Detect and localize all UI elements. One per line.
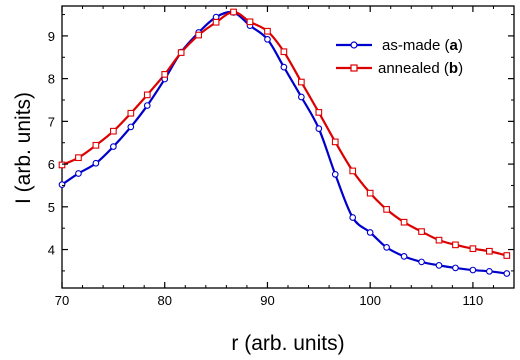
y-tick-label: 7	[48, 114, 55, 129]
data-point-annealed	[246, 18, 254, 26]
data-point-annealed	[315, 109, 323, 116]
data-point-as-made	[469, 266, 477, 274]
x-tick-label: 90	[260, 293, 274, 308]
data-point-annealed	[366, 189, 374, 197]
data-point-as-made	[58, 181, 66, 188]
data-point-as-made	[366, 229, 374, 236]
data-point-as-made	[452, 264, 459, 272]
legend-label-annealed: annealed (b)	[378, 60, 463, 77]
legend-marker-annealed	[350, 64, 358, 72]
data-point-annealed	[383, 206, 390, 213]
data-point-as-made	[298, 93, 305, 101]
data-point-annealed	[418, 228, 425, 235]
data-point-as-made	[383, 244, 390, 251]
data-point-annealed	[230, 8, 237, 16]
data-point-annealed	[298, 78, 305, 86]
y-tick-label: 5	[48, 200, 55, 215]
data-point-as-made	[485, 267, 493, 275]
data-point-annealed	[469, 245, 477, 253]
data-point-annealed	[280, 48, 288, 56]
data-point-as-made	[280, 63, 288, 71]
x-tick-label: 110	[463, 293, 484, 308]
y-axis-title: I (arb. units)	[12, 92, 35, 204]
data-point-as-made	[435, 262, 443, 269]
data-point-annealed	[177, 49, 185, 56]
legend: as-made (a) annealed (b)	[336, 37, 463, 77]
data-point-as-made	[418, 258, 425, 266]
data-point-as-made	[143, 102, 151, 109]
data-point-annealed	[75, 154, 82, 162]
data-point-annealed	[143, 91, 151, 99]
data-point-annealed	[485, 247, 493, 255]
data-point-as-made	[503, 270, 511, 277]
x-axis-title: r (arb. units)	[231, 332, 344, 355]
data-point-annealed	[264, 27, 271, 35]
data-point-as-made	[110, 143, 117, 150]
data-point-annealed	[195, 31, 202, 39]
series-layer	[58, 8, 511, 277]
legend-marker-as-made	[350, 41, 358, 49]
y-tick-label: 8	[48, 72, 55, 87]
data-point-annealed	[349, 167, 357, 175]
data-point-annealed	[435, 236, 443, 244]
data-point-annealed	[331, 138, 339, 146]
y-tick-label: 4	[48, 243, 55, 258]
data-point-annealed	[212, 18, 220, 26]
data-point-annealed	[161, 71, 169, 78]
data-point-annealed	[503, 252, 511, 259]
data-point-as-made	[400, 253, 408, 260]
y-tick-label: 6	[48, 157, 55, 172]
axis-layer: 70 80 90 100 110 4 5 6 7 8 9	[48, 6, 515, 308]
data-point-annealed	[400, 218, 408, 226]
data-point-annealed	[452, 241, 459, 249]
data-point-as-made	[127, 123, 135, 131]
data-point-as-made	[75, 170, 82, 177]
data-point-as-made	[331, 170, 339, 178]
data-point-annealed	[92, 141, 100, 149]
data-point-annealed	[110, 127, 117, 135]
data-point-as-made	[349, 214, 357, 221]
data-point-annealed	[58, 161, 66, 169]
legend-label-as-made: as-made (a)	[382, 37, 463, 54]
data-point-as-made	[92, 159, 100, 167]
x-tick-label: 100	[359, 293, 381, 308]
y-tick-label: 9	[48, 29, 55, 44]
x-tick-label: 70	[55, 293, 69, 308]
x-tick-label: 80	[157, 293, 171, 308]
data-point-annealed	[127, 109, 135, 117]
data-point-as-made	[315, 125, 323, 132]
data-point-as-made	[264, 35, 271, 43]
